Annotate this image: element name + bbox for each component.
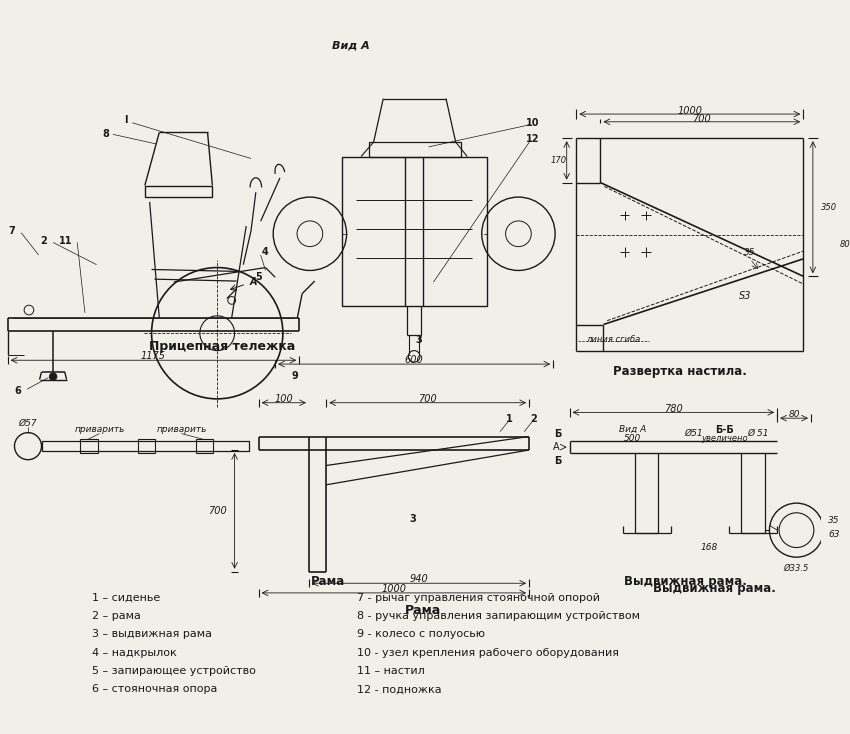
Text: 9: 9 bbox=[291, 371, 298, 381]
Text: 5: 5 bbox=[255, 272, 262, 282]
Text: 700: 700 bbox=[418, 394, 437, 404]
Text: A: A bbox=[552, 442, 559, 452]
Text: Б: Б bbox=[554, 456, 562, 465]
Text: 168: 168 bbox=[701, 543, 718, 552]
Text: 12: 12 bbox=[526, 134, 540, 144]
Text: 10 - узел крепления рабочего оборудования: 10 - узел крепления рабочего оборудовани… bbox=[357, 648, 619, 658]
Text: Ø33.5: Ø33.5 bbox=[784, 564, 809, 573]
Bar bbox=[144, 186, 212, 197]
Text: 35: 35 bbox=[828, 516, 840, 525]
Text: линия сгиба: линия сгиба bbox=[586, 335, 640, 344]
Text: I: I bbox=[124, 115, 128, 125]
Text: 7: 7 bbox=[8, 226, 15, 236]
Text: 3 – выдвижная рама: 3 – выдвижная рама bbox=[92, 630, 212, 639]
Text: 500: 500 bbox=[624, 434, 641, 443]
Text: Рама: Рама bbox=[405, 604, 441, 617]
Text: Ø51: Ø51 bbox=[684, 429, 702, 438]
Bar bbox=[138, 440, 156, 453]
Text: приварить: приварить bbox=[74, 425, 125, 435]
Circle shape bbox=[49, 373, 57, 380]
Bar bbox=[369, 142, 461, 156]
Text: 3: 3 bbox=[410, 514, 416, 523]
Text: 11 – настил: 11 – настил bbox=[357, 666, 425, 676]
Text: 940: 940 bbox=[410, 575, 428, 584]
Text: 800: 800 bbox=[840, 240, 850, 249]
Bar bbox=[80, 440, 98, 453]
Text: 8 - ручка управления запирающим устройством: 8 - ручка управления запирающим устройст… bbox=[357, 611, 640, 621]
Text: 5 – запирающее устройство: 5 – запирающее устройство bbox=[92, 666, 256, 676]
Text: 35: 35 bbox=[745, 247, 756, 257]
Text: 12 - подножка: 12 - подножка bbox=[357, 684, 442, 694]
Text: 2: 2 bbox=[530, 414, 537, 424]
Text: 8: 8 bbox=[103, 129, 110, 139]
Text: 4: 4 bbox=[262, 247, 269, 257]
Text: 63: 63 bbox=[828, 531, 840, 539]
Bar bbox=[42, 441, 249, 451]
Text: Развертка настила.: Развертка настила. bbox=[613, 366, 747, 378]
Text: 1 – сиденье: 1 – сиденье bbox=[92, 593, 160, 603]
Text: Рама: Рама bbox=[311, 575, 345, 588]
Bar bbox=[196, 440, 213, 453]
Text: 9 - колесо с полуосью: 9 - колесо с полуосью bbox=[357, 630, 485, 639]
Text: 6 – стояночная опора: 6 – стояночная опора bbox=[92, 684, 217, 694]
Text: 80: 80 bbox=[788, 410, 800, 419]
Text: увеличено: увеличено bbox=[700, 434, 747, 443]
Text: Вид А: Вид А bbox=[332, 40, 369, 51]
Text: 2 – рама: 2 – рама bbox=[92, 611, 140, 621]
Text: 7 - рычаг управления стояночной опорой: 7 - рычаг управления стояночной опорой bbox=[357, 593, 600, 603]
Text: 600: 600 bbox=[405, 355, 423, 366]
Text: 6: 6 bbox=[14, 386, 20, 396]
Text: Выдвижная рама.: Выдвижная рама. bbox=[624, 575, 747, 588]
Bar bbox=[342, 156, 486, 306]
Text: 1175: 1175 bbox=[141, 352, 166, 361]
Text: 1: 1 bbox=[507, 414, 513, 424]
Text: Б-Б: Б-Б bbox=[715, 425, 734, 435]
Text: 1000: 1000 bbox=[382, 584, 406, 594]
Text: A: A bbox=[249, 277, 257, 287]
Text: 4 – надкрылок: 4 – надкрылок bbox=[92, 648, 177, 658]
Text: Ø57: Ø57 bbox=[19, 418, 37, 427]
Text: 10: 10 bbox=[526, 117, 540, 128]
Text: 2: 2 bbox=[40, 236, 47, 246]
Text: 700: 700 bbox=[208, 506, 227, 516]
Text: 700: 700 bbox=[693, 114, 711, 124]
Text: Вид А: Вид А bbox=[619, 425, 646, 435]
Text: 100: 100 bbox=[275, 394, 293, 404]
Text: Б: Б bbox=[554, 429, 562, 439]
Text: 11: 11 bbox=[59, 236, 72, 246]
Text: приварить: приварить bbox=[156, 425, 207, 435]
Text: 3: 3 bbox=[416, 335, 422, 345]
Text: Ø 51: Ø 51 bbox=[747, 429, 768, 438]
Text: S3: S3 bbox=[739, 291, 751, 300]
Text: 1000: 1000 bbox=[677, 106, 702, 116]
Text: Прицепная тележка: Прицепная тележка bbox=[149, 341, 295, 353]
Text: 170: 170 bbox=[551, 156, 567, 165]
Text: Выдвижная рама.: Выдвижная рама. bbox=[653, 581, 776, 595]
Text: 780: 780 bbox=[664, 404, 683, 413]
Text: 350: 350 bbox=[820, 203, 836, 211]
